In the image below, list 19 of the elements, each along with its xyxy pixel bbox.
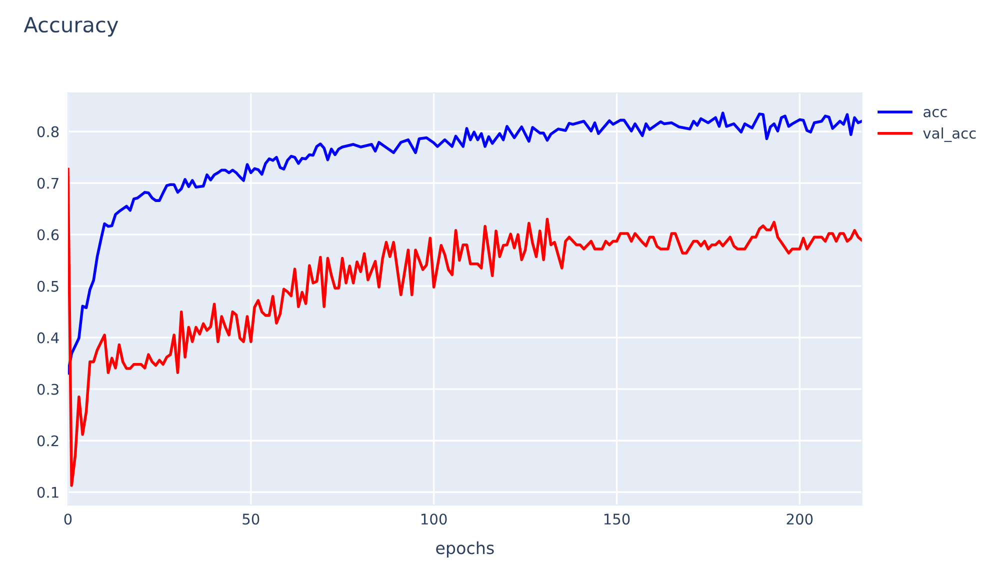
x-tick-label: 100 — [422, 514, 447, 525]
x-tick-label: 0 — [64, 514, 72, 525]
legend-label: val_acc — [923, 127, 976, 142]
y-tick-label: 0.6 — [37, 229, 59, 240]
legend-label: acc — [924, 108, 947, 118]
x-tick-label: 150 — [604, 514, 630, 525]
y-tick-label: 0.3 — [37, 384, 58, 395]
line-series — [68, 112, 862, 375]
y-tick-label: 0.2 — [37, 435, 58, 446]
y-tick-label: 0.7 — [37, 178, 58, 189]
x-axis-title: epochs — [436, 541, 494, 558]
y-tick-label: 0.4 — [37, 332, 59, 344]
y-tick-label: 0.8 — [37, 126, 59, 138]
chart-title: Accuracy — [24, 17, 118, 37]
y-tick-label: 0.1 — [37, 486, 58, 498]
x-tick-label: 50 — [242, 514, 260, 525]
y-tick-label: 0.5 — [37, 280, 58, 292]
line-series — [68, 168, 862, 487]
x-tick-label: 200 — [786, 514, 813, 525]
